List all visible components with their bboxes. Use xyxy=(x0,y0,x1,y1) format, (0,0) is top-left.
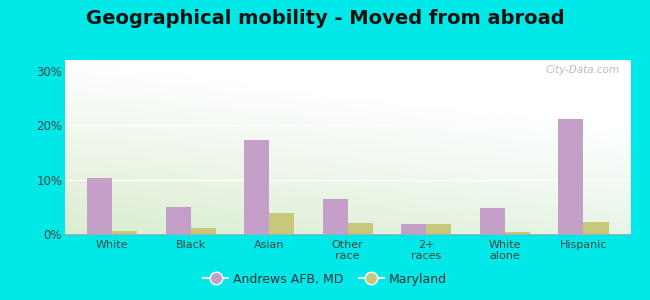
Bar xyxy=(190,228,216,234)
Text: Geographical mobility - Moved from abroad: Geographical mobility - Moved from abroa… xyxy=(86,9,564,28)
Text: City-Data.com: City-Data.com xyxy=(545,65,619,75)
Bar xyxy=(269,213,294,234)
Bar xyxy=(112,231,137,234)
Bar xyxy=(166,207,190,234)
Bar xyxy=(322,199,348,234)
Legend: Andrews AFB, MD, Maryland: Andrews AFB, MD, Maryland xyxy=(198,268,452,291)
Bar xyxy=(348,223,373,234)
Bar xyxy=(244,140,269,234)
Bar xyxy=(87,178,112,234)
Bar xyxy=(558,119,584,234)
Bar xyxy=(426,224,452,234)
Bar xyxy=(480,208,505,234)
Bar xyxy=(401,224,426,234)
Bar xyxy=(584,222,608,234)
Bar xyxy=(505,232,530,234)
